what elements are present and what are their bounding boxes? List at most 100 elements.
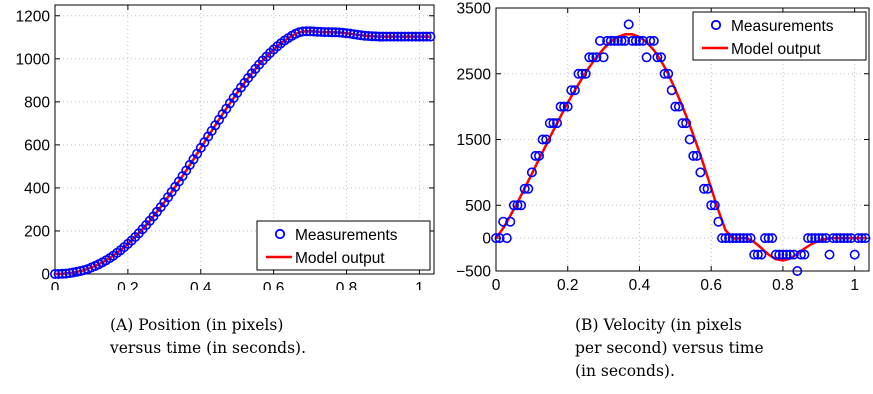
panel-a-legend-measurements: Measurements: [295, 227, 398, 244]
panel-b-measurement-point: [648, 35, 659, 46]
panel-b-measurement-point: [727, 233, 738, 244]
panel-a-measurement-point: [308, 26, 319, 37]
panel-a-measurement-point: [64, 268, 75, 279]
panel-a-x-tick-label: 0.8: [336, 280, 358, 290]
panel-b-measurement-point: [501, 233, 512, 244]
panel-b-x-tick-label: 0.4: [629, 277, 651, 290]
panel-b-measurement-point: [609, 35, 620, 46]
panel-b-measurement-point: [838, 233, 849, 244]
panel-b-x-tick-label: 0.8: [772, 277, 794, 290]
panel-a-position-chart: 0 0.2 0.4 0.6 0.8 1 0 200 400 600 800 1000 1200 Meas…: [16, 4, 436, 290]
panel-b-measurement-point: [630, 35, 641, 46]
panel-b-measurement-point: [698, 183, 709, 194]
panel-b-measurement-point: [795, 249, 806, 260]
panel-b-measurement-point: [846, 233, 857, 244]
panel-b-measurement-point: [605, 35, 616, 46]
panel-a-y-tick-label: 200: [24, 223, 50, 240]
panel-a-x-tick-label: 0.4: [190, 280, 212, 290]
panel-b-measurement-point: [738, 233, 749, 244]
panel-b-measurement-point: [770, 249, 781, 260]
panel-a-y-tick-label: 0: [41, 267, 50, 284]
panel-b-measurement-point: [849, 249, 860, 260]
panel-b-measurement-point: [548, 118, 559, 129]
panel-b-y-tick-label: 500: [465, 198, 491, 215]
panel-b-measurement-point: [695, 167, 706, 178]
panel-b-measurement-point: [774, 249, 785, 260]
panel-b-measurement-point: [724, 233, 735, 244]
panel-b-measurement-point: [490, 233, 501, 244]
panel-b-measurement-point: [577, 68, 588, 79]
panel-a-measurement-point: [68, 267, 79, 278]
panel-b-measurement-point: [835, 233, 846, 244]
panel-b-measurement-point: [523, 183, 534, 194]
panel-a-measurement-point: [421, 31, 432, 42]
panel-b-x-tick-label: 0.2: [557, 277, 579, 290]
panel-a-measurement-point: [301, 26, 312, 37]
panel-b-measurement-point: [856, 233, 867, 244]
caption-a-label: (A): [110, 316, 134, 334]
panel-a-legend-marker-symbol: [274, 228, 286, 240]
panel-b-measurement-point: [713, 216, 724, 227]
panel-a-measurement-markers: [49, 26, 436, 279]
panel-b-y-tick-label: −500: [456, 264, 491, 281]
panel-b-measurement-point: [673, 101, 684, 112]
panel-b-measurement-point: [612, 35, 623, 46]
panel-b-measurement-point: [591, 52, 602, 63]
panel-a-measurement-point: [341, 28, 352, 39]
panel-b-measurement-point: [645, 35, 656, 46]
panel-b-y-tick-label: 0: [482, 231, 491, 248]
panel-b-measurement-point: [508, 200, 519, 211]
panel-b-measurement-point: [551, 118, 562, 129]
panel-b-measurement-point: [544, 118, 555, 129]
panel-b-legend: Measurements Model output: [692, 11, 867, 61]
panel-b-legend-measurements: Measurements: [731, 18, 834, 35]
panel-b-x-tick-label: 0: [492, 277, 501, 290]
panel-a-y-tick-label: 400: [24, 180, 50, 197]
panel-b-measurement-point: [788, 249, 799, 260]
panel-a-measurement-point: [323, 27, 334, 38]
caption-a-line-1: Position (in pixels): [138, 316, 284, 334]
caption-a-line-2: versus time (in seconds).: [110, 339, 307, 357]
panel-b-measurement-point: [734, 233, 745, 244]
panel-a-measurement-point: [348, 29, 359, 40]
panel-b-legend-marker-symbol: [710, 19, 722, 31]
panel-a-measurement-point: [345, 28, 356, 39]
panel-b-y-tick-label: 2500: [457, 66, 492, 83]
panel-b-measurement-point: [756, 249, 767, 260]
panel-b-measurement-point: [587, 52, 598, 63]
panel-a-measurement-point: [363, 30, 374, 41]
panel-b-measurement-point: [512, 200, 523, 211]
panel-b-measurement-point: [831, 233, 842, 244]
panel-b-measurement-point: [505, 216, 516, 227]
panel-b-measurement-point: [860, 233, 871, 244]
panel-b-measurement-point: [526, 167, 537, 178]
panel-b-measurement-point: [652, 52, 663, 63]
panel-b-measurement-point: [702, 183, 713, 194]
panel-b-measurement-point: [620, 35, 631, 46]
panel-a-x-tick-label: 0.6: [263, 280, 285, 290]
panel-b-measurement-point: [742, 233, 753, 244]
panel-b-x-tick-label: 1: [850, 277, 859, 290]
panel-b-measurement-point: [853, 233, 864, 244]
panel-b-measurement-point: [799, 249, 810, 260]
panel-b-measurement-point: [802, 233, 813, 244]
panel-b-measurement-point: [684, 134, 695, 145]
panel-a-measurement-point: [334, 27, 345, 38]
caption-b: (B) Velocity (in pixels per second) vers…: [575, 314, 835, 383]
panel-a-y-tick-label: 1000: [16, 51, 51, 68]
panel-b-measurement-point: [806, 233, 817, 244]
panel-b-measurement-point: [598, 52, 609, 63]
panel-a-legend-model-output: Model output: [295, 250, 385, 267]
panel-a-measurement-point: [57, 268, 68, 279]
panel-b-measurement-point: [749, 249, 760, 260]
panel-a-measurement-point: [366, 31, 377, 42]
panel-b-measurement-point: [498, 216, 509, 227]
panel-b-measurement-point: [566, 85, 577, 96]
panel-a-measurement-point: [359, 30, 370, 41]
panel-a-measurement-point: [403, 31, 414, 42]
panel-b-measurement-point: [670, 101, 681, 112]
panel-a-measurement-point: [352, 29, 363, 40]
panel-a-measurement-point: [418, 31, 429, 42]
panel-b-measurement-point: [828, 233, 839, 244]
